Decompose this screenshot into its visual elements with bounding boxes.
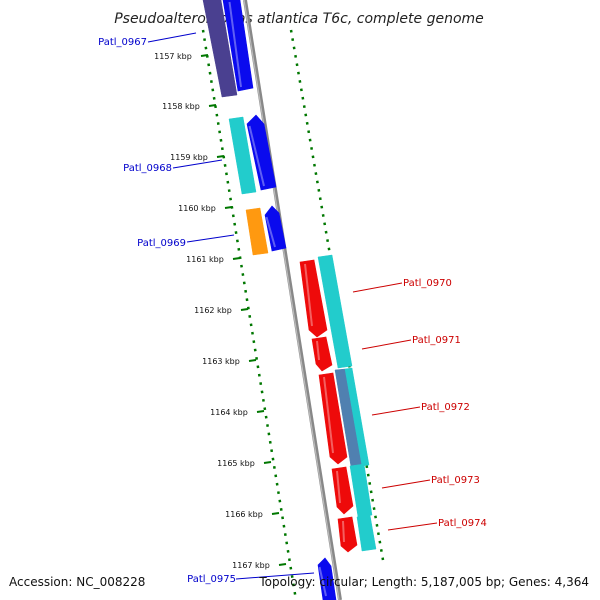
kbp-tick — [224, 206, 233, 209]
map-title: Pseudoalteromonas atlantica T6c, complet… — [114, 11, 484, 27]
kbp-tick — [240, 308, 249, 311]
cds-arrow-0967-shine — [228, 1, 242, 88]
gene-label-patl-0975[interactable]: Patl_0975 — [187, 574, 236, 585]
cds-arrow-0973-shine — [336, 470, 341, 504]
kbp-label: 1161 kbp — [186, 255, 224, 264]
kbp-tick — [263, 461, 272, 464]
kbp-tick — [278, 563, 287, 566]
leader-line-patl-0974 — [387, 522, 438, 531]
cog-block-0967 — [202, 0, 238, 98]
kbp-tick — [216, 155, 225, 158]
gene-label-patl-0972[interactable]: Patl_0972 — [421, 402, 470, 413]
cds-arrow-0974-shine — [342, 520, 345, 543]
kbp-tick — [256, 410, 265, 413]
leader-line-patl-0970 — [352, 282, 403, 293]
genome-summary-text: Topology: circular; Length: 5,187,005 bp… — [258, 575, 589, 589]
kbp-label: 1167 kbp — [232, 561, 270, 570]
leader-line-patl-0968 — [172, 159, 223, 169]
gene-label-patl-0974[interactable]: Patl_0974 — [438, 518, 487, 529]
cds-track — [222, 0, 358, 600]
accession-text: Accession: NC_008228 — [9, 575, 145, 589]
kbp-tick — [208, 104, 217, 107]
cds-arrow-0968 — [246, 114, 277, 191]
leader-line-patl-0971 — [361, 339, 412, 350]
gene-label-patl-0970[interactable]: Patl_0970 — [403, 278, 452, 289]
kbp-label: 1160 kbp — [178, 204, 216, 213]
cds-arrow-0971-shine — [316, 340, 320, 361]
kbp-tick — [248, 359, 257, 362]
cog-block-0974 — [356, 514, 377, 552]
leader-line-patl-0973 — [381, 479, 431, 489]
kbp-ticks: 1157 kbp 1158 kbp 1159 kbp 1160 kbp 1161 kbp… — [154, 52, 287, 570]
kbp-tick — [271, 512, 280, 515]
kbp-tick — [200, 54, 209, 57]
cds-arrow-0969 — [264, 205, 287, 252]
cds-arrow-0972-shine — [323, 376, 334, 454]
gene-label-patl-0969[interactable]: Patl_0969 — [137, 238, 186, 249]
cds-arrow-0970-shine — [304, 263, 313, 327]
kbp-label: 1165 kbp — [217, 459, 255, 468]
kbp-label: 1158 kbp — [162, 102, 200, 111]
cds-arrow-0975-shine — [318, 566, 327, 597]
cds-arrow-0968-shine — [248, 125, 265, 187]
cog-block-0970 — [317, 254, 353, 369]
leader-line-patl-0969 — [186, 234, 235, 243]
kbp-tick — [232, 257, 241, 260]
leader-line-patl-0967 — [147, 32, 197, 43]
leader-line-patl-0972 — [371, 406, 421, 416]
kbp-label: 1163 kbp — [202, 357, 240, 366]
gene-label-patl-0971[interactable]: Patl_0971 — [412, 335, 461, 346]
kbp-label: 1159 kbp — [170, 153, 208, 162]
cds-arrow-0973 — [331, 466, 354, 515]
gene-labels: Patl_0967 Patl_0968 Patl_0969 Patl_0970 Patl… — [98, 32, 487, 585]
cog-track — [202, 0, 377, 552]
cds-arrow-0974 — [337, 516, 358, 553]
cds-arrow-0967 — [222, 0, 254, 92]
cds-arrow-0970 — [299, 259, 328, 338]
kbp-label: 1166 kbp — [225, 510, 263, 519]
backbone-ring-highlight — [243, 0, 340, 600]
kbp-label: 1164 kbp — [210, 408, 248, 417]
cds-arrow-0971 — [311, 336, 333, 372]
cds-arrow-0969-shine — [265, 216, 276, 248]
gene-label-patl-0973[interactable]: Patl_0973 — [431, 475, 480, 486]
cog-block-0972b — [344, 367, 370, 467]
gene-label-patl-0967[interactable]: Patl_0967 — [98, 37, 147, 48]
cog-block-0973 — [349, 463, 373, 518]
cog-block-0968 — [228, 116, 257, 195]
leader-line-patl-0975 — [235, 572, 315, 580]
cds-arrow-0975 — [317, 557, 337, 600]
cds-arrow-0972 — [318, 372, 348, 465]
kbp-label: 1162 kbp — [194, 306, 232, 315]
gene-label-patl-0968[interactable]: Patl_0968 — [123, 163, 172, 174]
backbone-ring — [243, 0, 342, 600]
kbp-label: 1157 kbp — [154, 52, 192, 61]
cog-block-0969 — [245, 207, 269, 256]
